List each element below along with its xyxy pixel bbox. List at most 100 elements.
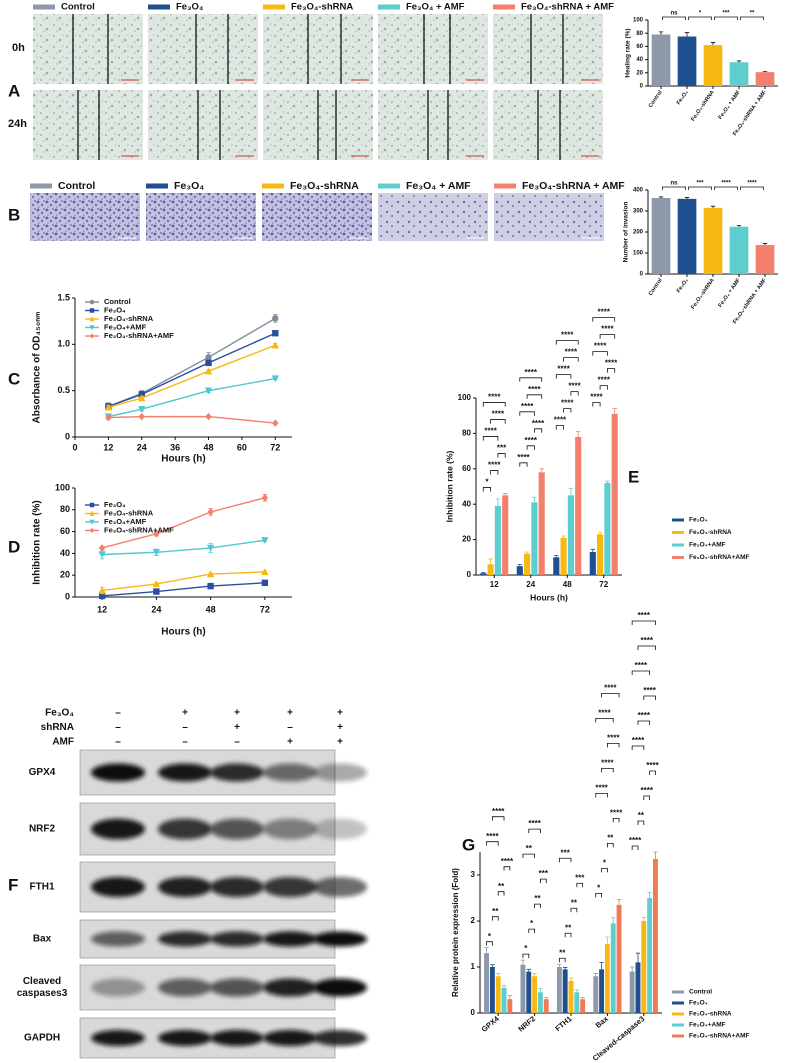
error-bar xyxy=(488,558,493,565)
significance-bracket xyxy=(563,357,579,362)
blot-band xyxy=(210,763,264,782)
condition-sign: + xyxy=(337,722,343,733)
error-bar xyxy=(611,917,616,924)
significance-bracket xyxy=(482,436,499,441)
error-bar xyxy=(524,551,530,554)
bar xyxy=(641,921,647,1013)
significance-bracket xyxy=(540,878,547,884)
significance-bracket xyxy=(637,820,645,825)
legend-label: Fe₃O₄-shRNA+AMF xyxy=(104,525,174,534)
y-tick-label: 200 xyxy=(633,230,644,236)
y-tick-label: 40 xyxy=(636,57,643,63)
significance-label: **** xyxy=(629,836,642,845)
bar xyxy=(480,573,487,575)
error-bar xyxy=(605,936,610,944)
significance-label: **** xyxy=(638,711,651,720)
legend-label: Control xyxy=(689,989,712,996)
significance-label: **** xyxy=(517,453,530,462)
marker xyxy=(138,412,145,421)
x-tick-label: 48 xyxy=(563,580,572,589)
marker xyxy=(207,582,214,590)
significance-bracket xyxy=(558,957,566,963)
error-bar xyxy=(496,973,501,977)
bar xyxy=(568,980,574,1013)
blot-band xyxy=(313,763,367,782)
y-tick-label: 60 xyxy=(636,44,643,50)
legend-label: Fe₃O₄+AMF xyxy=(104,322,147,331)
panel-label: D xyxy=(8,537,20,556)
error-bar xyxy=(658,196,664,198)
blot-band xyxy=(313,978,367,997)
error-bar xyxy=(580,996,585,1000)
significance-bracket xyxy=(528,828,541,834)
marker xyxy=(89,519,95,525)
legend-label: Control xyxy=(61,2,95,13)
significance-label: ** xyxy=(498,882,505,891)
blot-label: GPX4 xyxy=(29,767,56,778)
y-tick-label: 0 xyxy=(65,591,70,601)
significance-bracket xyxy=(528,928,535,934)
significance-label: ns xyxy=(670,181,678,187)
bar xyxy=(531,502,538,575)
significance-bracket xyxy=(563,408,572,413)
y-tick-label: 100 xyxy=(633,18,644,24)
x-tick-label: 48 xyxy=(206,604,216,614)
y-tick-label: 300 xyxy=(633,209,644,215)
significance-bracket xyxy=(631,620,656,625)
condition-sign: + xyxy=(234,722,240,733)
x-tick-label: 12 xyxy=(103,442,113,452)
significance-label: **** xyxy=(492,410,505,419)
legend-label: Fe₃O₄ xyxy=(104,305,126,314)
y-axis-label: Healing rate (%) xyxy=(625,28,632,77)
error-bar xyxy=(517,563,522,567)
condition-sign: – xyxy=(182,722,188,733)
marker xyxy=(261,568,269,576)
y-tick-label: 0 xyxy=(467,570,472,579)
significance-label: *** xyxy=(722,11,730,17)
marker xyxy=(98,592,106,600)
y-tick-label: 100 xyxy=(55,482,70,492)
legend-swatch xyxy=(672,543,684,547)
legend-label: Fe₃O₄-shRNA xyxy=(290,180,359,192)
legend-swatch xyxy=(30,183,52,189)
y-tick-label: 20 xyxy=(60,570,70,580)
significance-bracket xyxy=(570,391,579,396)
blot-label: FTH1 xyxy=(30,882,55,893)
significance-bracket xyxy=(601,767,614,773)
blot-band xyxy=(313,1030,367,1046)
error-bar xyxy=(507,995,513,1000)
significance-label: **** xyxy=(598,308,611,317)
significance-bracket xyxy=(576,882,584,888)
significance-label: **** xyxy=(521,402,534,411)
significance-bracket xyxy=(637,720,651,725)
bar xyxy=(562,969,568,1013)
x-tick-label: Fe₃O₄ xyxy=(676,277,690,294)
bar xyxy=(589,551,596,575)
significance-bracket xyxy=(595,717,614,723)
significance-bracket xyxy=(497,453,506,458)
significance-bracket xyxy=(534,903,541,909)
y-axis-label: Relative protein expression (Fold) xyxy=(451,868,460,997)
micrograph xyxy=(30,193,140,241)
x-tick-label: GPX4 xyxy=(480,1014,502,1034)
bar xyxy=(484,953,489,1013)
significance-bracket xyxy=(522,953,530,959)
significance-label: **** xyxy=(605,359,618,368)
y-tick-label: 0 xyxy=(640,84,644,90)
bar xyxy=(553,557,560,575)
error-bar xyxy=(520,959,526,965)
legend-swatch xyxy=(263,4,285,10)
y-tick-label: 80 xyxy=(636,31,643,37)
significance-bracket xyxy=(595,792,608,798)
error-bar xyxy=(647,892,652,898)
bar xyxy=(524,553,531,575)
legend-swatch xyxy=(493,4,515,10)
bar xyxy=(489,967,495,1013)
legend-label: Fe₃O₄+AMF xyxy=(689,1022,726,1029)
significance-label: **** xyxy=(601,325,614,334)
legend-swatch xyxy=(672,1034,684,1038)
significance-label: * xyxy=(603,858,607,867)
marker xyxy=(152,549,161,557)
significance-label: **** xyxy=(640,636,653,645)
